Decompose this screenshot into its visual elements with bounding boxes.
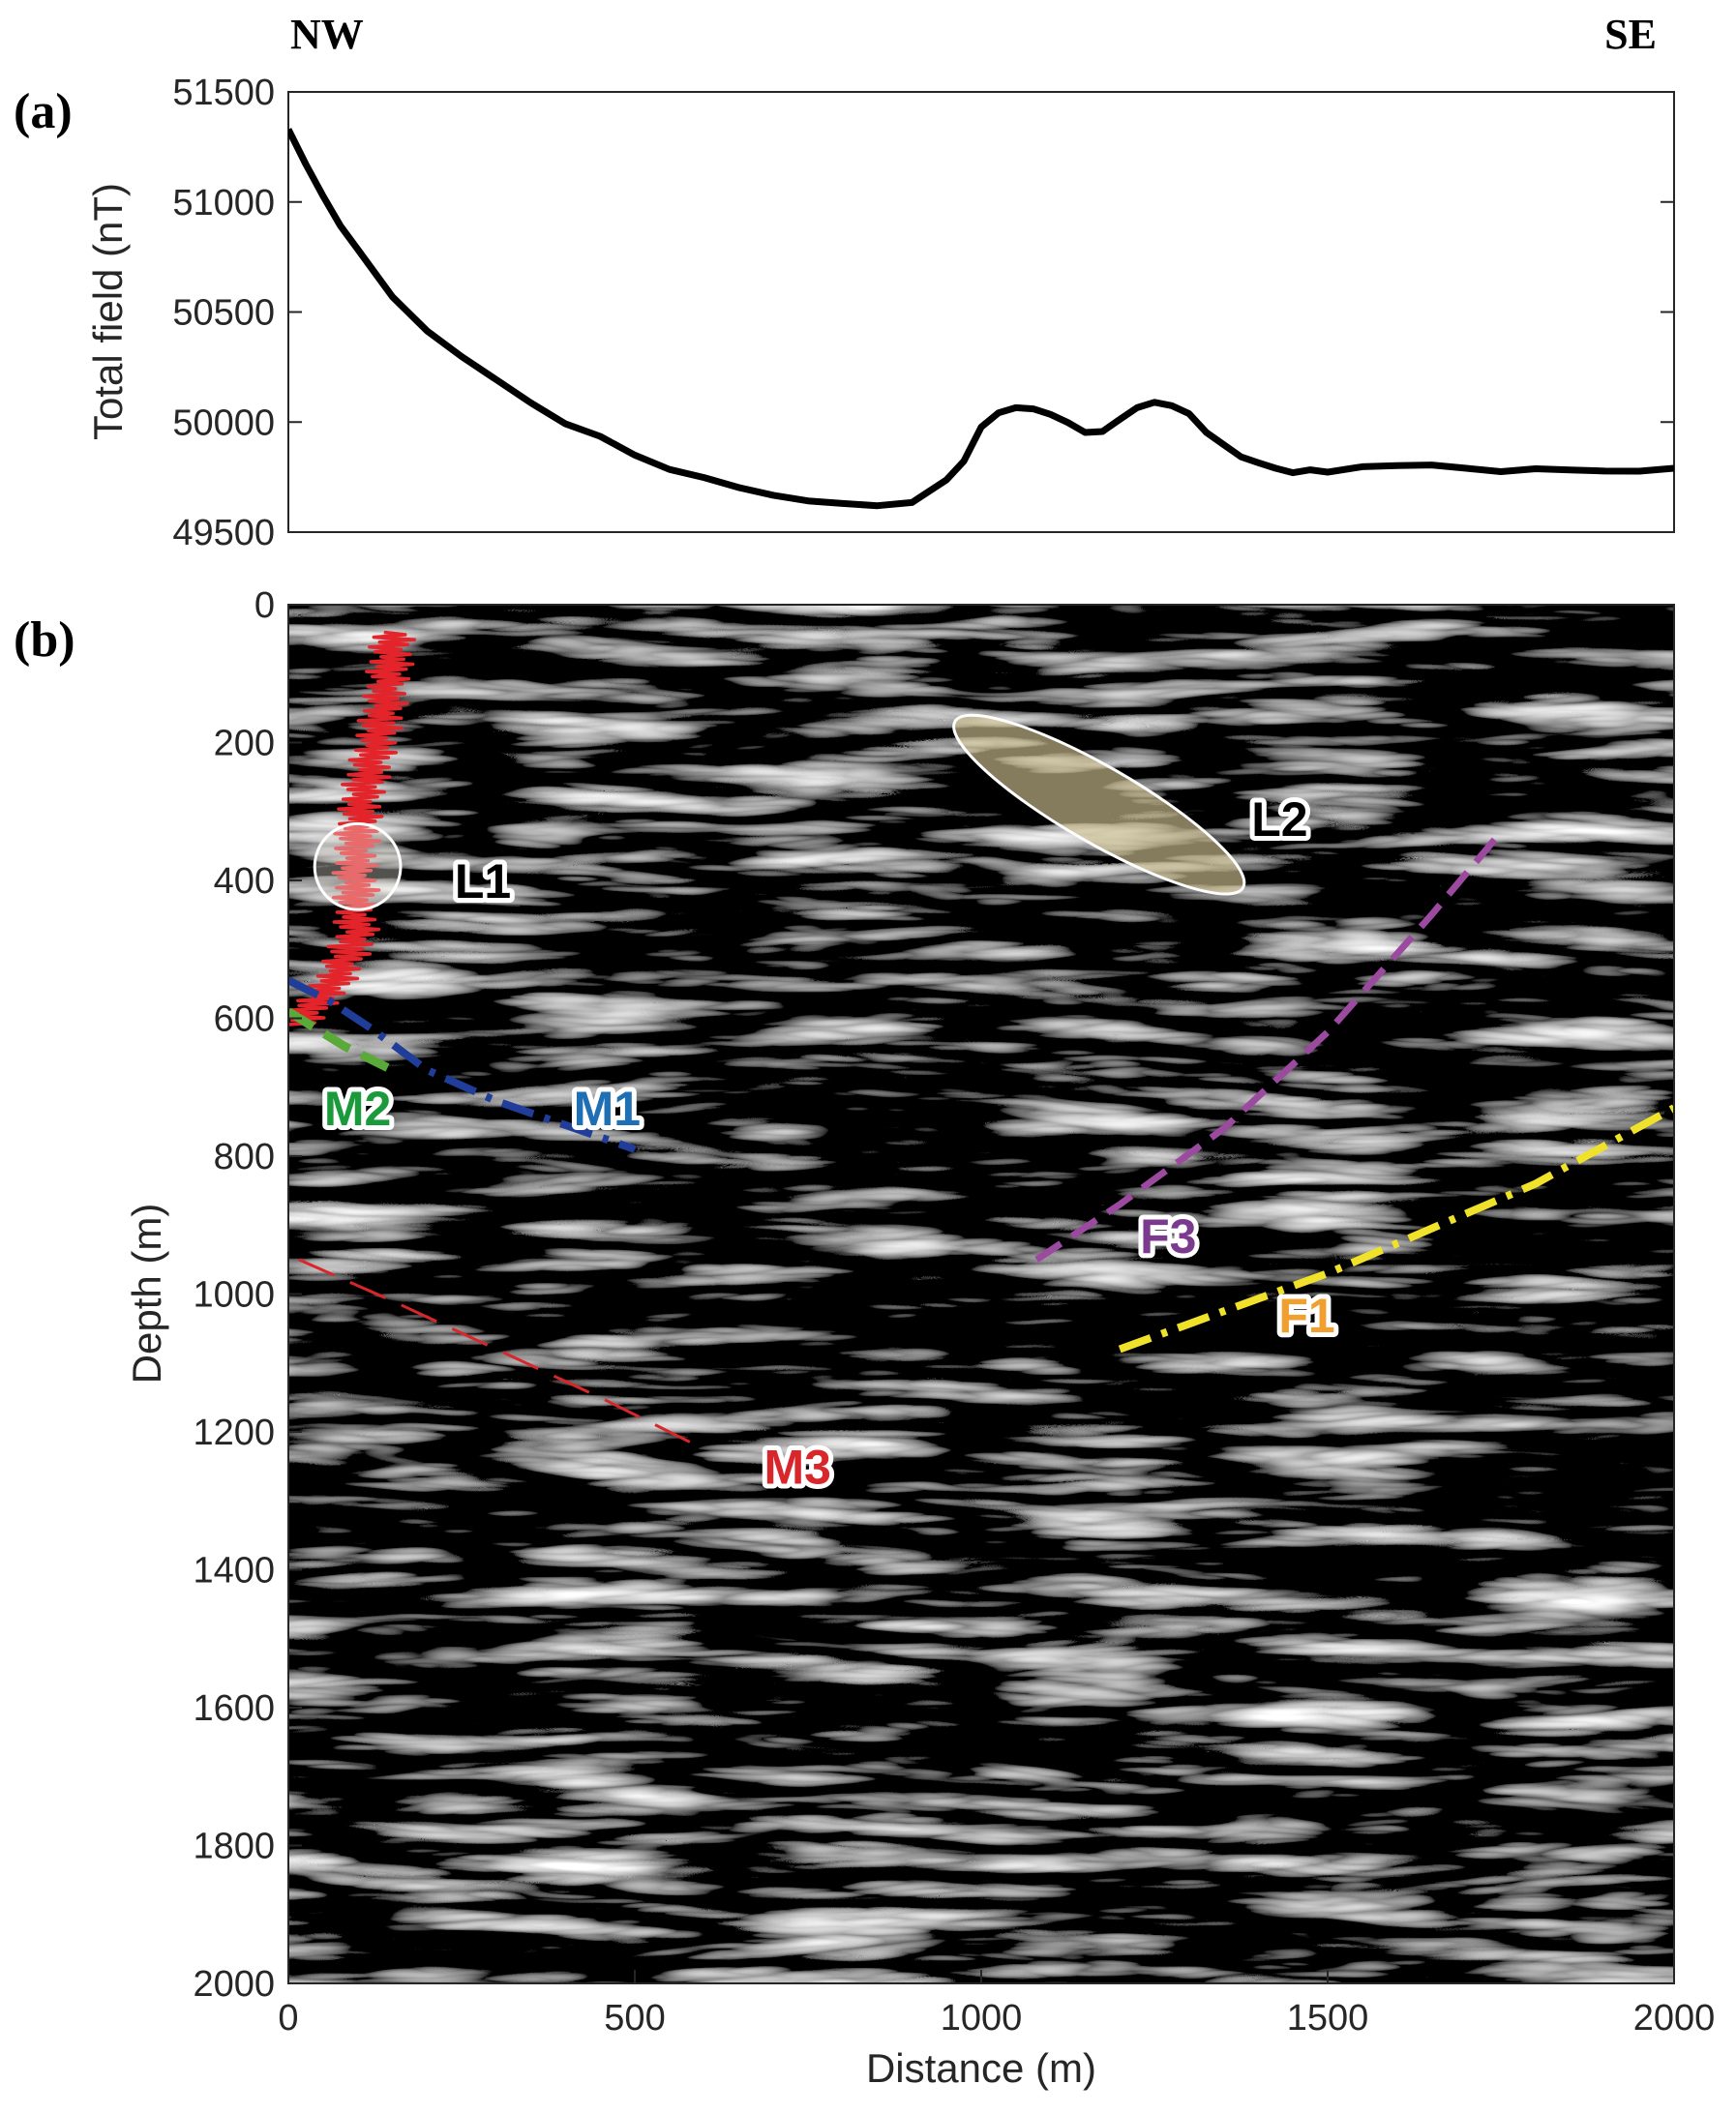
horizon-label-m3: M3 — [764, 1441, 831, 1495]
anomaly-l1-circle — [313, 821, 403, 911]
panel-a-label: (a) — [14, 84, 73, 139]
ytick-label: 1200 — [193, 1413, 275, 1453]
ytick-label: 1400 — [193, 1551, 275, 1592]
panel-a-ylabel: Total field (nT) — [85, 183, 131, 440]
ytick-label: 1800 — [193, 1827, 275, 1867]
horizon-f1-line — [1118, 1104, 1674, 1354]
orientation-left: NW — [290, 11, 364, 58]
horizon-label-f3: F3 — [1140, 1209, 1196, 1264]
xtick-label: 2000 — [1633, 1998, 1716, 2039]
orientation-right: SE — [1604, 11, 1657, 58]
seismic-section — [288, 605, 1674, 1983]
anomaly-label-l1: L1 — [455, 854, 511, 908]
horizon-m3-line — [298, 1258, 705, 1451]
anomaly-l2-ellipse — [952, 713, 1246, 896]
horizon-f3-line — [1034, 829, 1504, 1263]
ytick-label: 51000 — [172, 183, 275, 223]
total-field-line — [288, 128, 1674, 510]
anomaly-label-l2: L2 — [1251, 792, 1307, 847]
panel-b-ylabel: Depth (m) — [124, 1204, 169, 1385]
horizon-label-m2: M2 — [324, 1082, 391, 1136]
ytick-label: 200 — [214, 724, 275, 764]
panel-a-chart: 49500 50000 50500 51000 51500 Total field (n… — [85, 73, 1675, 553]
horizon-label-m1: M1 — [574, 1082, 641, 1136]
xtick-label: 0 — [278, 1998, 298, 2039]
ytick-label: 0 — [254, 585, 275, 626]
panel-b-label: (b) — [14, 612, 75, 668]
xtick-label: 500 — [604, 1998, 665, 2039]
panel-b-xlabel: Distance (m) — [866, 2045, 1096, 2091]
ytick-label: 50000 — [172, 402, 275, 443]
ytick-label: 49500 — [172, 513, 275, 553]
xtick-label: 1500 — [1287, 1998, 1369, 2039]
ytick-label: 1000 — [193, 1275, 275, 1316]
ytick-label: 2000 — [193, 1964, 275, 2005]
horizon-label-f1: F1 — [1278, 1289, 1334, 1343]
ytick-label: 600 — [214, 999, 275, 1040]
well-log-trace — [288, 630, 417, 1027]
ytick-label: 51500 — [172, 73, 275, 113]
xtick-label: 1000 — [941, 1998, 1023, 2039]
horizon-m1-line — [288, 976, 637, 1153]
ytick-label: 400 — [214, 861, 275, 902]
ytick-label: 50500 — [172, 293, 275, 334]
horizon-m2-line — [288, 1007, 402, 1078]
ytick-label: 800 — [214, 1137, 275, 1177]
ytick-label: 1600 — [193, 1688, 275, 1729]
